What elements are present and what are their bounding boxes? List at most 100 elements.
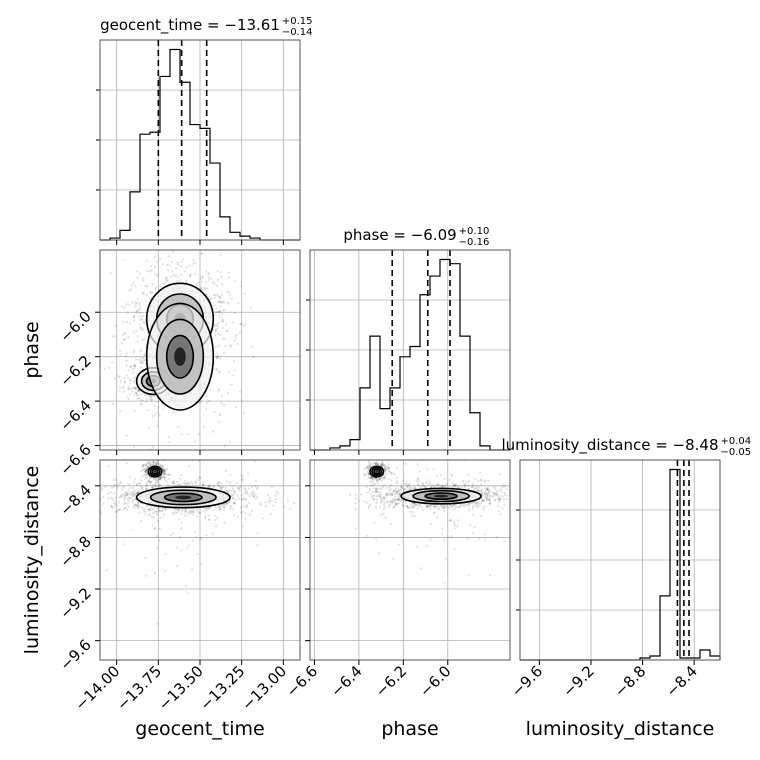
sample-point xyxy=(241,479,244,482)
sample-point xyxy=(216,278,219,282)
sample-point xyxy=(166,264,169,267)
sample-point xyxy=(367,460,370,463)
sample-point xyxy=(180,273,183,276)
sample-point xyxy=(406,482,409,485)
sample-point xyxy=(205,270,208,273)
sample-point xyxy=(366,470,369,473)
sample-point xyxy=(227,291,231,294)
sample-point xyxy=(231,487,234,491)
sample-point xyxy=(386,500,389,503)
sample-point xyxy=(225,480,228,483)
sample-point xyxy=(140,506,143,509)
sample-point xyxy=(242,497,245,500)
sample-point xyxy=(145,574,148,577)
sample-point xyxy=(164,468,167,471)
sample-point xyxy=(392,490,395,493)
sample-point xyxy=(379,464,382,467)
sample-point xyxy=(480,489,483,493)
sample-point xyxy=(192,513,195,517)
sample-point xyxy=(365,466,368,469)
sample-point xyxy=(501,486,504,489)
sample-point xyxy=(449,519,452,522)
sample-point xyxy=(411,514,414,518)
sample-point xyxy=(492,494,495,497)
sample-point xyxy=(128,493,131,496)
sample-point xyxy=(276,492,279,495)
sample-point xyxy=(226,488,229,491)
sample-point xyxy=(214,506,217,509)
sample-point xyxy=(149,506,152,509)
sample-point xyxy=(407,506,410,509)
sample-point xyxy=(158,478,162,481)
sample-point xyxy=(484,495,487,499)
title-geocent_time: geocent_time = −13.61 xyxy=(100,16,280,35)
sample-point xyxy=(199,287,202,290)
sample-point xyxy=(154,413,157,416)
sample-point xyxy=(467,473,470,476)
sample-point xyxy=(143,358,146,362)
sample-point xyxy=(119,386,122,389)
sample-point xyxy=(242,411,246,415)
sample-point xyxy=(409,507,412,510)
sample-point xyxy=(153,462,156,465)
sample-point xyxy=(221,301,224,304)
sample-point xyxy=(162,472,165,475)
sample-point xyxy=(437,483,440,487)
sample-point xyxy=(369,503,372,506)
sample-point xyxy=(129,491,132,494)
sample-point xyxy=(127,500,130,503)
sample-point xyxy=(234,502,237,505)
sample-point xyxy=(499,497,502,501)
sample-point xyxy=(471,531,475,534)
sample-point xyxy=(443,505,446,508)
sample-point xyxy=(205,395,208,398)
sample-point xyxy=(388,493,391,496)
sample-point xyxy=(382,476,385,480)
sample-point xyxy=(394,499,397,502)
sample-point xyxy=(376,462,379,465)
sample-point xyxy=(444,557,447,560)
sample-point xyxy=(471,484,474,487)
sample-point xyxy=(412,506,415,509)
sample-point xyxy=(119,380,122,383)
sample-point xyxy=(138,393,141,397)
sample-point xyxy=(144,464,148,467)
sample-point xyxy=(157,275,160,278)
sample-point xyxy=(466,504,469,507)
sample-point xyxy=(239,485,242,488)
sample-point xyxy=(235,498,238,501)
sample-point xyxy=(171,270,174,273)
sample-point xyxy=(390,494,393,497)
sample-point xyxy=(138,358,141,361)
sample-point xyxy=(274,497,277,500)
sample-point xyxy=(492,491,496,494)
sample-point xyxy=(380,500,383,503)
sample-point xyxy=(188,482,191,485)
sample-point xyxy=(218,370,221,373)
sample-point xyxy=(161,509,164,512)
sample-point xyxy=(430,504,433,507)
sample-point xyxy=(393,504,396,507)
sample-point xyxy=(228,370,231,373)
sample-point xyxy=(118,390,121,393)
sample-point xyxy=(385,491,389,495)
sample-point xyxy=(180,549,183,552)
sample-point xyxy=(148,513,151,516)
sample-point xyxy=(411,510,414,514)
sample-point xyxy=(486,497,489,500)
sample-point xyxy=(416,507,419,510)
sample-point xyxy=(199,538,202,541)
sample-point xyxy=(189,511,193,514)
sample-point xyxy=(497,495,500,498)
sample-point xyxy=(246,505,249,508)
sample-point xyxy=(206,401,209,404)
sample-point xyxy=(401,504,404,507)
sample-point xyxy=(202,426,205,429)
sample-point xyxy=(398,498,401,501)
sample-point xyxy=(195,535,198,538)
sample-point xyxy=(144,468,147,471)
sample-point xyxy=(112,498,115,501)
sample-point xyxy=(105,569,108,572)
sample-point xyxy=(126,498,129,501)
sample-point xyxy=(198,476,201,479)
